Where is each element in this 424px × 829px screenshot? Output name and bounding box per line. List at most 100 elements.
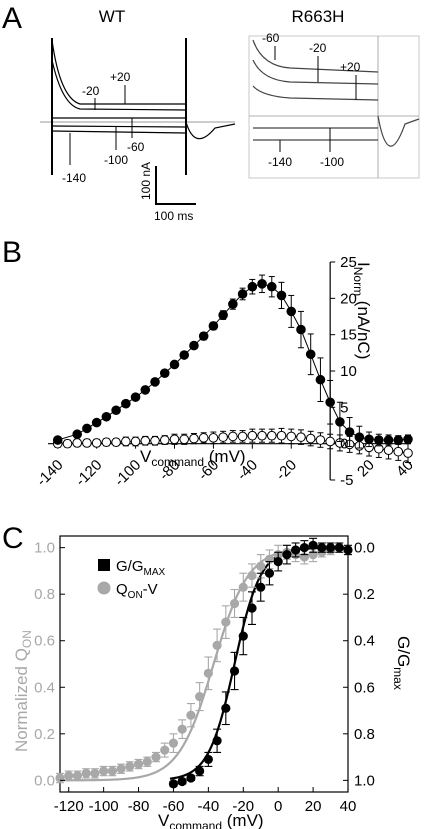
r663h-trace-minus60 bbox=[252, 39, 379, 73]
chart-b: -140 -120 -100 -80 -60 -40 -20 20 402520151050-5… bbox=[33, 254, 417, 490]
b-filled-point bbox=[374, 435, 384, 445]
r663h-label-minus20: -20 bbox=[309, 41, 327, 55]
b-filled-point bbox=[228, 299, 238, 309]
b-filled-point bbox=[383, 435, 394, 445]
scale-bars bbox=[155, 166, 196, 205]
r663h-trace-plus20 bbox=[252, 85, 379, 101]
panel-a-letter: A bbox=[2, 2, 22, 35]
b-x-tick-label: -20 bbox=[273, 456, 300, 483]
r663h-label-minus140: -140 bbox=[268, 155, 292, 169]
b-y-tick-label: 20 bbox=[340, 290, 357, 307]
wt-trace-minus20 bbox=[51, 59, 187, 111]
b-open-point bbox=[218, 432, 228, 442]
r663h-label-minus100: -100 bbox=[320, 155, 344, 169]
wt-trace-plus20 bbox=[51, 39, 186, 105]
b-filled-point bbox=[111, 405, 121, 416]
legend-q-label: QON-V bbox=[116, 581, 158, 601]
chart-c-q-series bbox=[55, 544, 336, 784]
c-g-point bbox=[317, 543, 327, 553]
c-q-point bbox=[229, 598, 240, 609]
c-g-point bbox=[186, 773, 196, 783]
b-open-point bbox=[393, 446, 404, 457]
b-filled-point bbox=[159, 368, 170, 378]
b-y-tick-label: 5 bbox=[340, 399, 348, 416]
b-open-point bbox=[305, 433, 316, 444]
panel-c-letter: C bbox=[2, 522, 24, 555]
c-q-point bbox=[55, 773, 65, 783]
c-g-point bbox=[325, 543, 336, 553]
wt-label-minus60: -60 bbox=[127, 140, 145, 154]
b-open-point bbox=[266, 430, 277, 441]
c-q-point bbox=[221, 617, 231, 627]
b-filled-point bbox=[72, 429, 82, 440]
c-q-point bbox=[116, 764, 126, 774]
panel-b-letter: B bbox=[2, 236, 22, 269]
c-q-point bbox=[90, 768, 100, 778]
b-open-point bbox=[130, 436, 141, 447]
c-g-point bbox=[334, 543, 344, 553]
b-open-point bbox=[150, 435, 160, 446]
wt-label-minus20: -20 bbox=[82, 84, 100, 98]
c-g-point bbox=[238, 631, 248, 641]
c-x-tick-label: 20 bbox=[305, 798, 322, 815]
wt-label-plus20: +20 bbox=[110, 70, 131, 84]
c-g-point bbox=[264, 568, 275, 578]
c-g-point bbox=[343, 545, 353, 555]
b-filled-point bbox=[91, 417, 102, 428]
r663h-traces: R663H -60 -20 +20 -140 -100 bbox=[248, 7, 420, 179]
b-filled-point bbox=[218, 310, 228, 320]
c-g-point bbox=[203, 754, 213, 765]
c-x-tick-label: 40 bbox=[340, 798, 357, 815]
c-q-point bbox=[168, 738, 179, 748]
c-g-point bbox=[177, 776, 187, 787]
b-filled-point bbox=[150, 377, 160, 387]
r663h-title: R663H bbox=[292, 7, 345, 26]
b-filled-point bbox=[169, 359, 180, 370]
c-q-point bbox=[186, 710, 196, 720]
legend-g-label: G/GMAX bbox=[116, 558, 166, 578]
b-x-tick-label: -140 bbox=[33, 456, 66, 489]
r663h-frame bbox=[248, 35, 420, 179]
c-g-point bbox=[308, 540, 318, 550]
b-open-point bbox=[62, 438, 73, 449]
c-g-point bbox=[273, 557, 283, 567]
c-right-y-tick-label: 0.2 bbox=[354, 586, 375, 603]
b-open-point bbox=[189, 433, 199, 444]
c-g-point bbox=[212, 736, 222, 746]
b-filled-point bbox=[130, 392, 141, 402]
c-g-point bbox=[299, 543, 309, 553]
c-right-y-tick-label: 0.0 bbox=[354, 540, 375, 557]
b-y-tick-label: 0 bbox=[340, 436, 348, 453]
c-right-y-tick-label: 0.8 bbox=[354, 726, 375, 743]
b-filled-point bbox=[52, 435, 63, 445]
b-x-tick-label: -120 bbox=[72, 456, 105, 489]
c-right-y-tick-label: 0.4 bbox=[354, 633, 375, 650]
c-q-point bbox=[125, 761, 135, 772]
b-filled-point bbox=[335, 417, 345, 427]
c-q-point bbox=[212, 640, 222, 650]
c-x-tick-label: -80 bbox=[128, 798, 150, 815]
chart-c-ticks: -120 -100 -80 -60 -40 -20 0 20 40 0.0 0.2 0.4 0.6 0.8… bbox=[34, 540, 375, 815]
c-g-point bbox=[256, 582, 266, 592]
c-q-point bbox=[256, 561, 266, 571]
c-g-point bbox=[291, 545, 301, 555]
legend-q-marker bbox=[97, 581, 111, 595]
wt-label-minus140: -140 bbox=[62, 171, 86, 185]
c-right-y-tick-label: 1.0 bbox=[354, 772, 375, 789]
c-right-y-tick-label: 0.6 bbox=[354, 679, 375, 696]
wt-traces: WT +20 -20 -60 -100 -140 100 nA 100 ms bbox=[40, 7, 236, 223]
b-open-point bbox=[82, 438, 92, 448]
wt-tail-current bbox=[185, 121, 236, 140]
c-g-point bbox=[229, 666, 240, 676]
b-filled-point bbox=[344, 427, 355, 437]
b-open-point bbox=[198, 433, 209, 443]
b-y-tick-label: -5 bbox=[340, 472, 353, 489]
c-q-point bbox=[107, 766, 117, 776]
c-q-point bbox=[177, 724, 187, 734]
c-q-point bbox=[142, 757, 152, 767]
c-left-y-tick-label: 1.0 bbox=[34, 540, 55, 557]
r663h-label-minus60: -60 bbox=[262, 31, 280, 45]
b-open-point bbox=[159, 435, 170, 445]
c-q-point bbox=[238, 582, 248, 592]
